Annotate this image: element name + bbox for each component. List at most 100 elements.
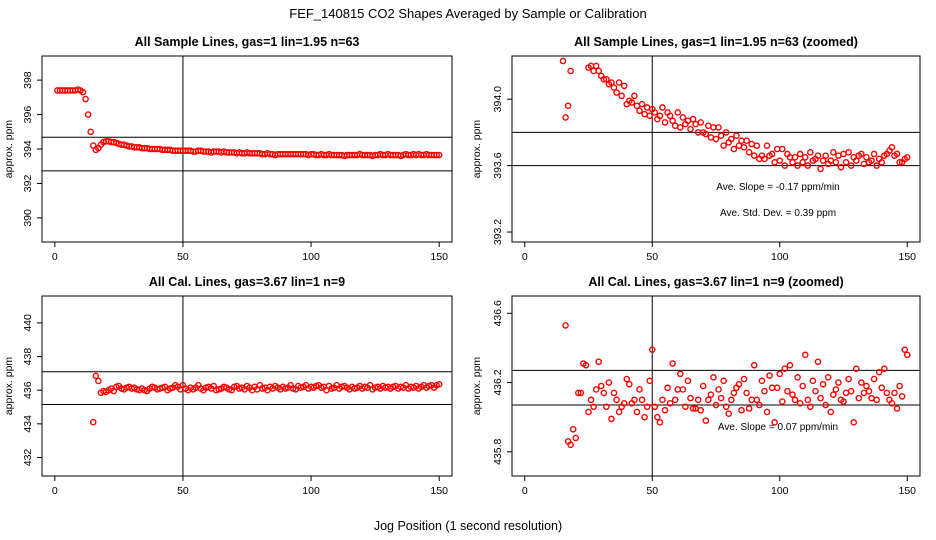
data-point bbox=[817, 394, 824, 402]
data-point bbox=[875, 368, 883, 376]
data-point bbox=[896, 382, 903, 390]
panel-title: All Cal. Lines, gas=3.67 lin=1 n=9 bbox=[149, 275, 345, 289]
data-point bbox=[863, 153, 870, 161]
data-point bbox=[781, 365, 789, 372]
data-point bbox=[620, 82, 628, 90]
data-point bbox=[893, 150, 901, 158]
y-axis-label: approx. ppm bbox=[471, 120, 483, 179]
data-point bbox=[903, 153, 911, 161]
data-point bbox=[822, 401, 829, 409]
data-point bbox=[682, 403, 689, 411]
data-point bbox=[613, 89, 620, 96]
data-point bbox=[817, 165, 824, 173]
data-point bbox=[603, 75, 610, 83]
data-point bbox=[82, 95, 89, 103]
data-point bbox=[865, 387, 873, 395]
y-tick-label: 390 bbox=[22, 209, 34, 227]
data-point bbox=[697, 119, 705, 126]
data-point bbox=[722, 129, 730, 136]
x-tick-label: 50 bbox=[177, 251, 189, 263]
data-point bbox=[677, 124, 684, 131]
data-point bbox=[674, 109, 682, 116]
data-point bbox=[832, 386, 840, 393]
data-point bbox=[585, 408, 592, 416]
y-tick-label: 392 bbox=[22, 175, 34, 193]
data-point bbox=[679, 386, 687, 393]
x-tick-label: 150 bbox=[898, 485, 916, 497]
data-point bbox=[567, 441, 574, 449]
data-point bbox=[669, 360, 676, 367]
data-point bbox=[564, 102, 572, 110]
data-point bbox=[89, 418, 97, 426]
data-point bbox=[740, 375, 748, 383]
data-point bbox=[878, 384, 886, 392]
data-point bbox=[809, 377, 817, 385]
data-point bbox=[845, 149, 852, 156]
data-point bbox=[738, 406, 745, 414]
data-point bbox=[615, 408, 623, 416]
data-point bbox=[753, 396, 761, 404]
data-point bbox=[666, 112, 674, 120]
data-point bbox=[608, 79, 615, 86]
data-point bbox=[881, 365, 888, 372]
data-point bbox=[661, 406, 669, 414]
x-tick-label: 0 bbox=[52, 485, 58, 497]
data-point bbox=[569, 425, 577, 433]
data-point bbox=[845, 375, 852, 383]
data-point bbox=[850, 419, 858, 426]
data-point bbox=[776, 370, 784, 378]
y-tick-label: 438 bbox=[22, 348, 34, 366]
data-point bbox=[87, 128, 94, 136]
y-tick-label: 394.0 bbox=[492, 86, 504, 112]
data-point bbox=[699, 382, 707, 390]
data-point bbox=[814, 152, 822, 159]
data-point bbox=[807, 403, 814, 411]
data-point bbox=[641, 413, 648, 421]
data-point bbox=[435, 381, 443, 388]
data-point bbox=[766, 372, 773, 379]
y-tick-label: 436 bbox=[22, 381, 34, 399]
y-axis-label: approx. ppm bbox=[471, 357, 483, 416]
data-point bbox=[847, 387, 855, 395]
data-point bbox=[720, 142, 727, 149]
x-tick-label: 100 bbox=[302, 251, 320, 263]
data-point bbox=[559, 57, 567, 65]
data-point bbox=[822, 152, 829, 159]
data-point bbox=[858, 379, 865, 386]
data-point bbox=[863, 382, 870, 390]
data-point bbox=[689, 405, 697, 412]
data-point bbox=[572, 434, 580, 442]
data-point bbox=[720, 377, 727, 385]
data-point bbox=[801, 153, 809, 161]
data-point bbox=[776, 157, 784, 164]
data-point bbox=[631, 396, 638, 404]
data-point bbox=[610, 84, 618, 91]
data-point bbox=[656, 419, 664, 426]
data-point bbox=[705, 396, 712, 404]
data-point bbox=[835, 379, 842, 386]
data-point bbox=[643, 403, 651, 411]
x-tick-label: 150 bbox=[898, 251, 916, 263]
data-point bbox=[677, 370, 684, 378]
y-tick-label: 440 bbox=[22, 314, 34, 332]
data-point bbox=[824, 374, 832, 381]
figure-xlabel: Jog Position (1 second resolution) bbox=[374, 519, 562, 533]
y-tick-label: 436.2 bbox=[492, 369, 504, 395]
y-tick-label: 393.6 bbox=[492, 152, 504, 178]
figure-title: FEF_140815 CO2 Shapes Averaged by Sample… bbox=[289, 6, 646, 21]
data-point bbox=[728, 396, 735, 404]
data-point bbox=[868, 157, 875, 164]
data-point bbox=[694, 396, 702, 404]
data-point bbox=[786, 361, 794, 369]
data-point bbox=[671, 396, 679, 404]
annotation-label: Ave. Slope = 0.07 ppm/min bbox=[718, 422, 838, 433]
data-point bbox=[631, 92, 638, 100]
data-point bbox=[728, 135, 735, 143]
data-point bbox=[79, 88, 87, 96]
annotation-label: Ave. Slope = -0.17 ppm/min bbox=[716, 182, 840, 193]
data-point bbox=[837, 163, 845, 171]
data-point bbox=[883, 389, 891, 397]
data-point bbox=[600, 389, 608, 397]
data-point bbox=[779, 398, 786, 405]
data-point bbox=[771, 419, 778, 426]
